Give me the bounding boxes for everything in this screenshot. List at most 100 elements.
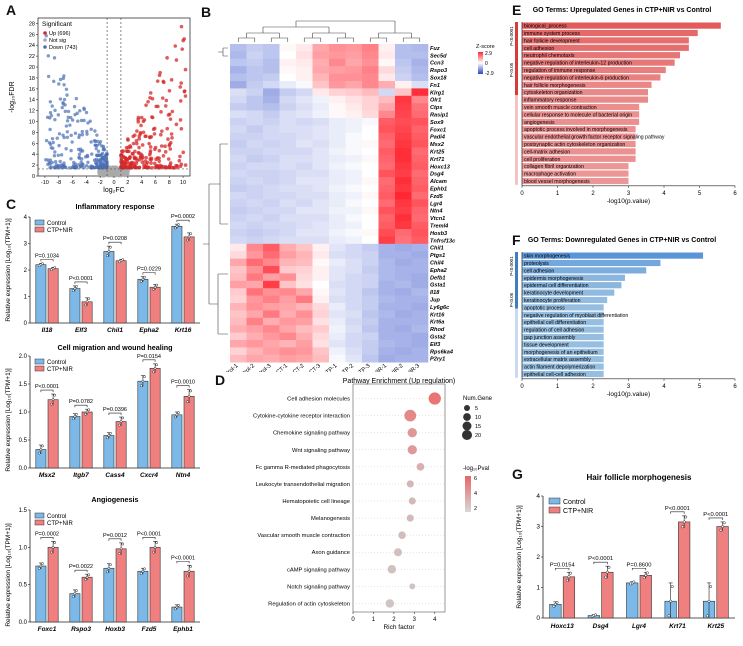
bar-migr-data-dot xyxy=(155,363,159,367)
bar-angio-data-dot xyxy=(84,578,87,581)
bar-inflam-p-bracket xyxy=(108,241,122,245)
bar-migr-data-dot xyxy=(187,394,191,398)
bar-inflam-p-bracket xyxy=(40,259,54,262)
volcano-point-up xyxy=(152,132,157,136)
go-up-term-label: regulation of immune response xyxy=(524,68,595,74)
go-up-term-label: vascular endothelial growth factor recep… xyxy=(524,135,665,141)
volcano-point-down xyxy=(65,93,69,97)
pathway-x-tick-label: 4 xyxy=(433,617,437,623)
go-down-bar xyxy=(522,363,604,370)
volcano-point-down xyxy=(69,133,73,138)
bar-angio-data-dot xyxy=(105,570,109,574)
hair-data-dot xyxy=(644,573,648,577)
heatmap-cell xyxy=(378,162,396,171)
go-up-term-label: blood vessel morphogenesis xyxy=(524,179,590,185)
heatmap-cell xyxy=(362,147,379,156)
pathway-x-tick-label: 2 xyxy=(392,617,396,623)
heatmap-cell xyxy=(329,340,346,348)
bar-inflam-data-dot xyxy=(41,262,44,265)
bar-inflam-y-tick-label: 2 xyxy=(24,268,28,274)
go-up-bar xyxy=(522,29,698,37)
bar-inflam-p-bracket xyxy=(74,281,88,284)
heatmap-cell xyxy=(230,325,247,333)
hair-bar-ctpnir xyxy=(716,526,729,619)
heatmap-cell xyxy=(329,258,346,267)
hair-bar-ctpnir xyxy=(562,576,576,619)
heatmap-cell xyxy=(246,110,264,119)
heatmap-cell xyxy=(312,273,330,282)
volcano-point-down xyxy=(73,164,77,169)
pathway-size-legend-dot xyxy=(463,404,471,412)
heatmap-cell xyxy=(296,303,313,311)
heatmap-cell xyxy=(263,177,280,185)
inflammatory-bar-chart: Inflammatory response 0 1 2 3 4 P=0.1034 Il18 P<… xyxy=(24,202,200,334)
heatmap-cell xyxy=(246,206,264,215)
heatmap-cell xyxy=(296,317,313,326)
heatmap-cell xyxy=(345,125,363,134)
heatmap-cell xyxy=(345,184,363,193)
bar-migr-data-dot xyxy=(51,398,55,402)
volcano-point-up xyxy=(125,160,130,164)
bar-angio-data-dot xyxy=(118,552,121,555)
volcano-point-up xyxy=(183,94,188,98)
pathway-bubble xyxy=(404,409,417,422)
volcano-point-up xyxy=(167,164,171,169)
bar-inflam-data-dot xyxy=(141,277,145,281)
heatmap-cell xyxy=(296,258,313,267)
volcano-point-up xyxy=(137,137,141,141)
pathway-bubble xyxy=(387,565,397,574)
panel-label-e: E xyxy=(512,2,522,18)
volcano-point-notsig xyxy=(126,171,130,175)
heatmap-gene-label: Il18 xyxy=(430,290,440,296)
pathway-category-label: Fc gamma R-mediated phagocytosis xyxy=(256,465,351,471)
bar-migr-gene-label: Cxcr4 xyxy=(140,472,158,479)
go-down-bar xyxy=(522,282,622,289)
bar-inflam-data-dot xyxy=(87,297,91,300)
heatmap-cell xyxy=(246,88,264,97)
go-up-p-strip-label: P<0.05 xyxy=(509,62,514,77)
bar-inflam-gene-label: Krt16 xyxy=(175,327,192,334)
heatmap-gene-label: Chil4 xyxy=(430,261,445,267)
volcano-point-down xyxy=(79,149,83,153)
heatmap-cell xyxy=(378,295,396,304)
heatmap-sample-label: CTP-1 xyxy=(322,363,339,372)
volcano-point-up xyxy=(148,149,153,153)
volcano-point-down xyxy=(61,133,65,137)
volcano-point-down xyxy=(53,108,57,113)
heatmap-cell xyxy=(312,169,330,178)
heatmap-sample-label: CT-3 xyxy=(309,363,322,372)
heatmap-gene-label: Sec5d xyxy=(430,53,447,59)
heatmap-cell xyxy=(411,88,429,97)
bar-migr-data-dot xyxy=(121,416,125,420)
volcano-point-down xyxy=(44,158,48,162)
volcano-point-up xyxy=(135,141,139,146)
heatmap-cell xyxy=(329,295,346,304)
heatmap-cell xyxy=(329,110,346,119)
heatmap-cell xyxy=(263,229,280,237)
heatmap-cell xyxy=(395,221,412,230)
bar-inflam-bar-control xyxy=(103,251,115,324)
heatmap-cell xyxy=(362,132,379,141)
heatmap-cell xyxy=(362,266,379,274)
hair-legend-label: Control xyxy=(563,499,586,506)
go-up-bar xyxy=(522,118,640,125)
volcano-y-tick-label: 18 xyxy=(29,76,35,82)
volcano-point-down xyxy=(64,87,69,92)
heatmap-cell xyxy=(312,317,330,326)
heatmap-cell xyxy=(263,310,280,319)
volcano-point-up xyxy=(149,156,154,161)
bar-angio-data-dot xyxy=(155,541,159,544)
hair-gene-label: Lgr4 xyxy=(632,623,646,630)
heatmap-cell xyxy=(329,95,346,104)
bar-migr-data-dot xyxy=(186,400,189,404)
heatmap-cell xyxy=(296,229,313,237)
bar-migr-y-tick-label: 1.5 xyxy=(19,382,28,388)
heatmap-cell xyxy=(395,103,412,111)
heatmap-row-dendrogram xyxy=(203,47,228,335)
pathway-x-label: Rich factor xyxy=(383,624,415,631)
volcano-point-down xyxy=(85,132,89,136)
volcano-y-tick-label: 10 xyxy=(29,120,35,126)
heatmap-cell xyxy=(378,221,396,230)
volcano-point-up xyxy=(149,135,154,139)
bar-angio-y-tick-label: 1.5 xyxy=(19,508,28,514)
